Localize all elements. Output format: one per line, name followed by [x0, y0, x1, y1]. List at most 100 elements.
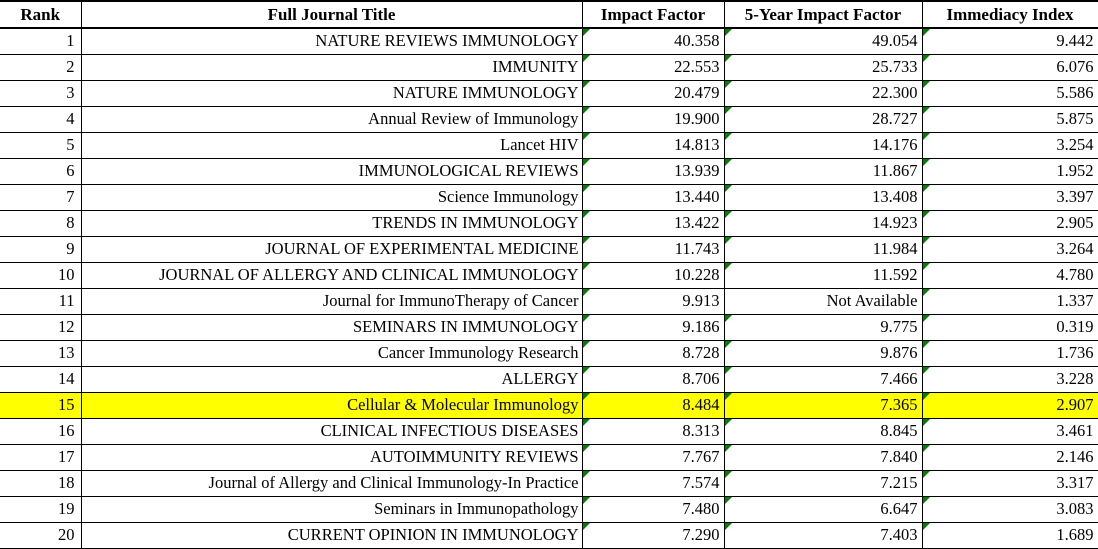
five-year-impact-factor-cell[interactable]: 7.403 — [723, 521, 923, 549]
five-year-impact-factor-cell[interactable]: 22.300 — [723, 79, 923, 107]
impact-factor-cell[interactable]: 10.228 — [581, 261, 725, 289]
impact-factor-cell[interactable]: 8.728 — [581, 339, 725, 367]
journal-title-cell[interactable]: NATURE REVIEWS IMMUNOLOGY — [80, 27, 583, 55]
immediacy-index-cell[interactable]: 2.146 — [921, 443, 1098, 471]
rank-cell[interactable]: 11 — [0, 287, 82, 315]
immediacy-index-cell[interactable]: 1.952 — [921, 157, 1098, 185]
five-year-impact-factor-cell[interactable]: 6.647 — [723, 495, 923, 523]
five-year-impact-factor-cell[interactable]: 49.054 — [723, 27, 923, 55]
journal-title-cell[interactable]: Journal for ImmunoTherapy of Cancer — [80, 287, 583, 315]
rank-cell[interactable]: 4 — [0, 105, 82, 133]
impact-factor-cell[interactable]: 9.913 — [581, 287, 725, 315]
journal-title-cell[interactable]: JOURNAL OF ALLERGY AND CLINICAL IMMUNOLO… — [80, 261, 583, 289]
rank-cell[interactable]: 1 — [0, 27, 82, 55]
impact-factor-cell[interactable]: 19.900 — [581, 105, 725, 133]
immediacy-index-cell[interactable]: 3.264 — [921, 235, 1098, 263]
immediacy-index-cell[interactable]: 9.442 — [921, 27, 1098, 55]
immediacy-index-cell[interactable]: 1.736 — [921, 339, 1098, 367]
five-year-impact-factor-cell[interactable]: 9.775 — [723, 313, 923, 341]
five-year-impact-factor-cell[interactable]: 25.733 — [723, 53, 923, 81]
rank-cell[interactable]: 3 — [0, 79, 82, 107]
rank-cell[interactable]: 7 — [0, 183, 82, 211]
impact-factor-cell[interactable]: 8.313 — [581, 417, 725, 445]
rank-cell[interactable]: 6 — [0, 157, 82, 185]
immediacy-index-cell[interactable]: 1.689 — [921, 521, 1098, 549]
impact-factor-cell[interactable]: 14.813 — [581, 131, 725, 159]
impact-factor-cell[interactable]: 7.480 — [581, 495, 725, 523]
rank-cell[interactable]: 17 — [0, 443, 82, 471]
impact-factor-cell[interactable]: 8.484 — [581, 391, 725, 419]
journal-title-cell[interactable]: Cancer Immunology Research — [80, 339, 583, 367]
journal-title-cell[interactable]: SEMINARS IN IMMUNOLOGY — [80, 313, 583, 341]
journal-title-cell[interactable]: Lancet HIV — [80, 131, 583, 159]
impact-factor-cell[interactable]: 13.939 — [581, 157, 725, 185]
rank-cell[interactable]: 20 — [0, 521, 82, 549]
five-year-impact-factor-cell[interactable]: 14.176 — [723, 131, 923, 159]
five-year-impact-factor-cell[interactable]: 11.984 — [723, 235, 923, 263]
impact-factor-cell[interactable]: 11.743 — [581, 235, 725, 263]
journal-title-cell[interactable]: ALLERGY — [80, 365, 583, 393]
journal-title-cell[interactable]: AUTOIMMUNITY REVIEWS — [80, 443, 583, 471]
impact-factor-cell[interactable]: 13.422 — [581, 209, 725, 237]
immediacy-index-cell[interactable]: 3.317 — [921, 469, 1098, 497]
journal-title-cell[interactable]: IMMUNITY — [80, 53, 583, 81]
rank-cell[interactable]: 10 — [0, 261, 82, 289]
immediacy-index-cell[interactable]: 3.254 — [921, 131, 1098, 159]
column-header-five-year-impact-factor[interactable]: 5-Year Impact Factor — [723, 0, 923, 29]
immediacy-index-cell[interactable]: 2.907 — [921, 391, 1098, 419]
rank-cell[interactable]: 18 — [0, 469, 82, 497]
immediacy-index-cell[interactable]: 5.875 — [921, 105, 1098, 133]
rank-cell[interactable]: 16 — [0, 417, 82, 445]
impact-factor-cell[interactable]: 40.358 — [581, 27, 725, 55]
impact-factor-cell[interactable]: 7.574 — [581, 469, 725, 497]
impact-factor-cell[interactable]: 9.186 — [581, 313, 725, 341]
rank-cell[interactable]: 19 — [0, 495, 82, 523]
column-header-full-journal-title[interactable]: Full Journal Title — [80, 0, 583, 29]
immediacy-index-cell[interactable]: 3.083 — [921, 495, 1098, 523]
immediacy-index-cell[interactable]: 0.319 — [921, 313, 1098, 341]
impact-factor-cell[interactable]: 22.553 — [581, 53, 725, 81]
impact-factor-cell[interactable]: 7.767 — [581, 443, 725, 471]
five-year-impact-factor-cell[interactable]: 28.727 — [723, 105, 923, 133]
five-year-impact-factor-cell[interactable]: 7.365 — [723, 391, 923, 419]
immediacy-index-cell[interactable]: 3.461 — [921, 417, 1098, 445]
column-header-immediacy-index[interactable]: Immediacy Index — [921, 0, 1098, 29]
journal-title-cell[interactable]: NATURE IMMUNOLOGY — [80, 79, 583, 107]
five-year-impact-factor-cell[interactable]: 11.867 — [723, 157, 923, 185]
column-header-rank[interactable]: Rank — [0, 0, 82, 29]
journal-title-cell[interactable]: Seminars in Immunopathology — [80, 495, 583, 523]
journal-title-cell[interactable]: CLINICAL INFECTIOUS DISEASES — [80, 417, 583, 445]
rank-cell[interactable]: 15 — [0, 391, 82, 419]
rank-cell[interactable]: 8 — [0, 209, 82, 237]
journal-title-cell[interactable]: Science Immunology — [80, 183, 583, 211]
five-year-impact-factor-cell[interactable]: 14.923 — [723, 209, 923, 237]
journal-title-cell[interactable]: CURRENT OPINION IN IMMUNOLOGY — [80, 521, 583, 549]
journal-title-cell[interactable]: Annual Review of Immunology — [80, 105, 583, 133]
immediacy-index-cell[interactable]: 3.397 — [921, 183, 1098, 211]
journal-title-cell[interactable]: Journal of Allergy and Clinical Immunolo… — [80, 469, 583, 497]
journal-title-cell[interactable]: TRENDS IN IMMUNOLOGY — [80, 209, 583, 237]
five-year-impact-factor-cell[interactable]: 7.466 — [723, 365, 923, 393]
rank-cell[interactable]: 14 — [0, 365, 82, 393]
column-header-impact-factor[interactable]: Impact Factor — [581, 0, 725, 29]
impact-factor-cell[interactable]: 7.290 — [581, 521, 725, 549]
impact-factor-cell[interactable]: 20.479 — [581, 79, 725, 107]
impact-factor-cell[interactable]: 8.706 — [581, 365, 725, 393]
immediacy-index-cell[interactable]: 4.780 — [921, 261, 1098, 289]
immediacy-index-cell[interactable]: 2.905 — [921, 209, 1098, 237]
five-year-impact-factor-cell[interactable]: 7.215 — [723, 469, 923, 497]
rank-cell[interactable]: 13 — [0, 339, 82, 367]
immediacy-index-cell[interactable]: 5.586 — [921, 79, 1098, 107]
rank-cell[interactable]: 12 — [0, 313, 82, 341]
five-year-impact-factor-cell[interactable]: 8.845 — [723, 417, 923, 445]
five-year-impact-factor-cell[interactable]: Not Available — [723, 287, 923, 315]
rank-cell[interactable]: 5 — [0, 131, 82, 159]
five-year-impact-factor-cell[interactable]: 11.592 — [723, 261, 923, 289]
rank-cell[interactable]: 9 — [0, 235, 82, 263]
five-year-impact-factor-cell[interactable]: 7.840 — [723, 443, 923, 471]
journal-title-cell[interactable]: IMMUNOLOGICAL REVIEWS — [80, 157, 583, 185]
immediacy-index-cell[interactable]: 3.228 — [921, 365, 1098, 393]
immediacy-index-cell[interactable]: 1.337 — [921, 287, 1098, 315]
journal-title-cell[interactable]: JOURNAL OF EXPERIMENTAL MEDICINE — [80, 235, 583, 263]
journal-title-cell[interactable]: Cellular & Molecular Immunology — [80, 391, 583, 419]
